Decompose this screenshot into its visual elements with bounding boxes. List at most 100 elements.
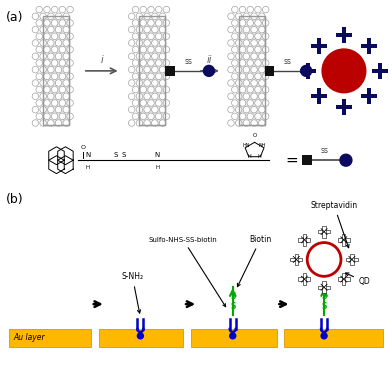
- Circle shape: [243, 107, 250, 113]
- Circle shape: [255, 6, 261, 13]
- Circle shape: [159, 120, 166, 126]
- Circle shape: [32, 80, 39, 86]
- Circle shape: [243, 120, 250, 126]
- Circle shape: [247, 6, 254, 13]
- Circle shape: [63, 40, 69, 46]
- Circle shape: [32, 120, 39, 126]
- Circle shape: [259, 80, 265, 86]
- Circle shape: [247, 60, 254, 66]
- Circle shape: [136, 80, 143, 86]
- Circle shape: [263, 73, 269, 80]
- Circle shape: [259, 67, 265, 73]
- Circle shape: [140, 60, 147, 66]
- Text: S: S: [321, 292, 327, 301]
- Circle shape: [239, 113, 246, 120]
- Bar: [290, 258, 302, 261]
- Bar: [338, 278, 350, 281]
- Circle shape: [259, 107, 265, 113]
- Circle shape: [32, 26, 39, 33]
- Text: Au layer: Au layer: [13, 333, 45, 342]
- Circle shape: [63, 53, 69, 59]
- Bar: [317, 38, 321, 53]
- Circle shape: [67, 113, 73, 120]
- Circle shape: [259, 40, 265, 46]
- Circle shape: [132, 73, 139, 80]
- Circle shape: [156, 60, 162, 66]
- Circle shape: [144, 80, 151, 86]
- Bar: [265, 66, 274, 76]
- Circle shape: [236, 26, 242, 33]
- Circle shape: [228, 26, 234, 33]
- Circle shape: [67, 60, 73, 66]
- Circle shape: [321, 333, 327, 339]
- Circle shape: [144, 93, 151, 99]
- Bar: [306, 63, 310, 79]
- Circle shape: [251, 93, 258, 99]
- Circle shape: [163, 100, 170, 106]
- Circle shape: [144, 40, 151, 46]
- Text: N: N: [85, 152, 91, 158]
- Circle shape: [148, 60, 154, 66]
- Bar: [367, 38, 371, 53]
- Circle shape: [228, 107, 234, 113]
- Circle shape: [255, 33, 261, 40]
- Circle shape: [239, 6, 246, 13]
- Bar: [311, 44, 327, 47]
- Circle shape: [67, 46, 73, 53]
- Circle shape: [129, 67, 135, 73]
- Circle shape: [247, 73, 254, 80]
- Bar: [303, 234, 306, 246]
- Bar: [338, 238, 350, 242]
- Circle shape: [136, 67, 143, 73]
- Circle shape: [40, 107, 46, 113]
- Circle shape: [163, 86, 170, 93]
- Text: H: H: [86, 165, 90, 170]
- Circle shape: [67, 33, 73, 40]
- Circle shape: [140, 20, 147, 26]
- Circle shape: [156, 86, 162, 93]
- Bar: [302, 155, 312, 165]
- Circle shape: [36, 6, 42, 13]
- Circle shape: [44, 46, 50, 53]
- Circle shape: [239, 33, 246, 40]
- Circle shape: [47, 40, 54, 46]
- Circle shape: [144, 53, 151, 59]
- Bar: [342, 273, 345, 285]
- Circle shape: [239, 100, 246, 106]
- Circle shape: [40, 120, 46, 126]
- Circle shape: [55, 107, 62, 113]
- Circle shape: [251, 13, 258, 19]
- Circle shape: [129, 13, 135, 19]
- Text: S: S: [122, 152, 126, 158]
- Circle shape: [239, 86, 246, 93]
- Circle shape: [247, 86, 254, 93]
- Circle shape: [129, 120, 135, 126]
- Circle shape: [148, 86, 154, 93]
- Circle shape: [159, 40, 166, 46]
- Circle shape: [148, 20, 154, 26]
- Text: HN: HN: [243, 143, 250, 148]
- Circle shape: [251, 80, 258, 86]
- Circle shape: [129, 107, 135, 113]
- Circle shape: [132, 86, 139, 93]
- Text: S-NH₂: S-NH₂: [122, 272, 143, 313]
- Circle shape: [259, 26, 265, 33]
- Circle shape: [163, 46, 170, 53]
- Circle shape: [148, 6, 154, 13]
- Circle shape: [47, 80, 54, 86]
- Circle shape: [44, 86, 50, 93]
- Circle shape: [251, 26, 258, 33]
- Bar: [311, 94, 327, 98]
- Circle shape: [152, 13, 158, 19]
- Circle shape: [67, 86, 73, 93]
- Circle shape: [251, 120, 258, 126]
- Circle shape: [232, 113, 238, 120]
- Circle shape: [59, 6, 65, 13]
- Text: H: H: [155, 165, 159, 170]
- Circle shape: [129, 80, 135, 86]
- Circle shape: [232, 100, 238, 106]
- Circle shape: [243, 40, 250, 46]
- Circle shape: [144, 13, 151, 19]
- Circle shape: [67, 6, 73, 13]
- Circle shape: [55, 80, 62, 86]
